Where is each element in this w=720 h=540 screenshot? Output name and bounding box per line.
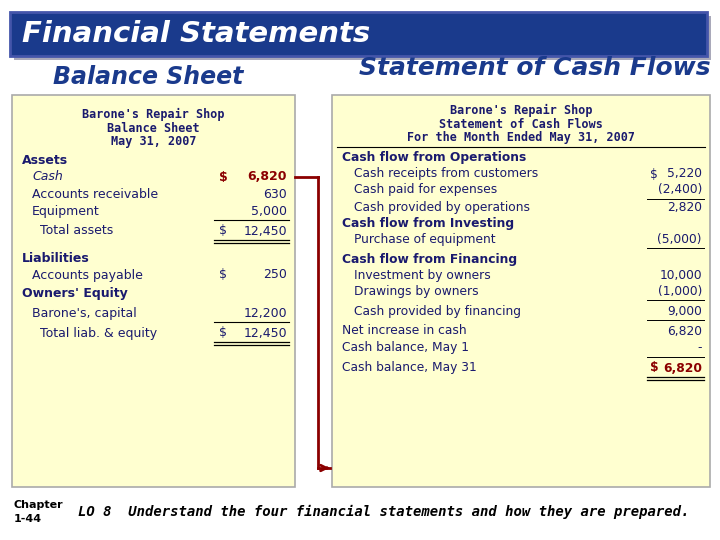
Text: May 31, 2007: May 31, 2007	[111, 136, 197, 148]
Text: Cash provided by operations: Cash provided by operations	[354, 200, 530, 213]
Text: 5,000: 5,000	[251, 205, 287, 218]
Text: Cash paid for expenses: Cash paid for expenses	[354, 184, 498, 197]
Text: Cash receipts from customers: Cash receipts from customers	[354, 167, 539, 180]
Text: (2,400): (2,400)	[657, 184, 702, 197]
Text: $: $	[219, 327, 227, 340]
Text: $: $	[219, 171, 228, 184]
Text: Cash provided by financing: Cash provided by financing	[354, 305, 521, 318]
Text: Total liab. & equity: Total liab. & equity	[40, 327, 157, 340]
Text: Cash flow from Investing: Cash flow from Investing	[342, 217, 514, 230]
Text: 12,200: 12,200	[243, 307, 287, 320]
Bar	[332, 95, 710, 487]
Text: 630: 630	[264, 187, 287, 200]
Text: Liabilities: Liabilities	[22, 252, 90, 265]
Text: Statement of Cash Flows: Statement of Cash Flows	[439, 118, 603, 131]
Text: $: $	[650, 361, 659, 375]
Text: $: $	[650, 167, 658, 180]
Text: Drawings by owners: Drawings by owners	[354, 285, 479, 298]
Text: Balance Sheet: Balance Sheet	[107, 122, 200, 134]
Text: Balance Sheet: Balance Sheet	[53, 65, 243, 89]
Text: 5,220: 5,220	[667, 167, 702, 180]
Text: 1-44: 1-44	[14, 514, 42, 524]
Text: (1,000): (1,000)	[657, 285, 702, 298]
Bar	[10, 12, 707, 56]
Text: Equipment: Equipment	[32, 205, 100, 218]
Text: Owners' Equity: Owners' Equity	[22, 287, 127, 300]
Text: Accounts receivable: Accounts receivable	[32, 187, 158, 200]
Text: 12,450: 12,450	[243, 327, 287, 340]
Text: Cash: Cash	[32, 171, 63, 184]
Text: 10,000: 10,000	[660, 268, 702, 281]
Text: Assets: Assets	[22, 153, 68, 166]
Bar	[14, 16, 711, 60]
Text: LO 8  Understand the four financial statements and how they are prepared.: LO 8 Understand the four financial state…	[78, 505, 689, 519]
Text: $: $	[219, 268, 227, 281]
Text: Investment by owners: Investment by owners	[354, 268, 491, 281]
Bar	[12, 95, 295, 487]
Text: (5,000): (5,000)	[657, 233, 702, 246]
Text: Barone's Repair Shop: Barone's Repair Shop	[450, 104, 593, 117]
Text: Barone's, capital: Barone's, capital	[32, 307, 137, 320]
Text: For the Month Ended May 31, 2007: For the Month Ended May 31, 2007	[407, 132, 635, 145]
Text: 6,820: 6,820	[667, 325, 702, 338]
Text: 12,450: 12,450	[243, 225, 287, 238]
Text: Cash flow from Financing: Cash flow from Financing	[342, 253, 517, 266]
Text: Chapter: Chapter	[14, 500, 63, 510]
Text: Cash balance, May 31: Cash balance, May 31	[342, 361, 477, 375]
Text: Accounts payable: Accounts payable	[32, 268, 143, 281]
Text: -: -	[698, 341, 702, 354]
Text: $: $	[219, 225, 227, 238]
Text: 250: 250	[263, 268, 287, 281]
Text: 6,820: 6,820	[248, 171, 287, 184]
Text: 2,820: 2,820	[667, 200, 702, 213]
Text: Cash flow from Operations: Cash flow from Operations	[342, 152, 526, 165]
Text: 6,820: 6,820	[663, 361, 702, 375]
Text: Financial Statements: Financial Statements	[22, 20, 370, 48]
Text: Net increase in cash: Net increase in cash	[342, 325, 467, 338]
Text: Cash balance, May 1: Cash balance, May 1	[342, 341, 469, 354]
Text: 9,000: 9,000	[667, 305, 702, 318]
Text: Barone's Repair Shop: Barone's Repair Shop	[82, 107, 225, 120]
Text: Purchase of equipment: Purchase of equipment	[354, 233, 495, 246]
Text: Statement of Cash Flows: Statement of Cash Flows	[359, 56, 711, 80]
Text: Total assets: Total assets	[40, 225, 113, 238]
